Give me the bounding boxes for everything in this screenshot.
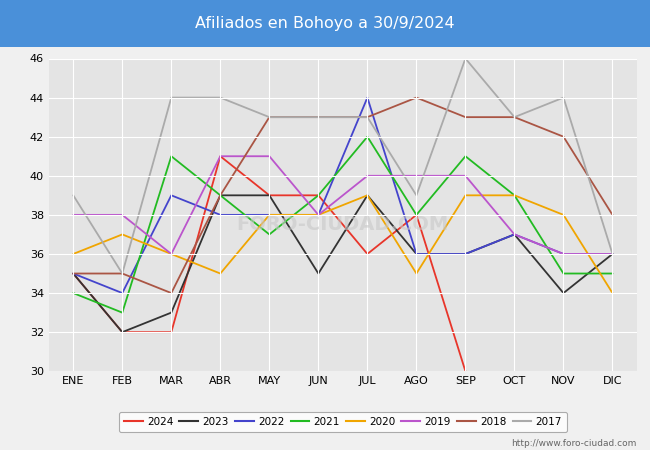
Text: Afiliados en Bohoyo a 30/9/2024: Afiliados en Bohoyo a 30/9/2024 [195, 16, 455, 31]
Text: FORO-CIUDAD.COM: FORO-CIUDAD.COM [237, 215, 449, 234]
Legend: 2024, 2023, 2022, 2021, 2020, 2019, 2018, 2017: 2024, 2023, 2022, 2021, 2020, 2019, 2018… [119, 412, 567, 432]
Text: http://www.foro-ciudad.com: http://www.foro-ciudad.com [512, 439, 637, 448]
